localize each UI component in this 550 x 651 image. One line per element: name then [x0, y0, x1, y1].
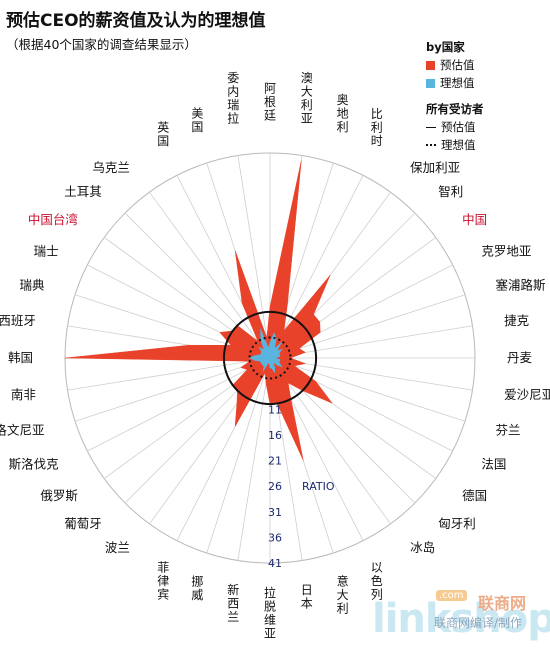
country-label: 奥地利 — [337, 93, 349, 134]
country-label: 冰岛 — [410, 540, 435, 555]
country-label: 土耳其 — [64, 184, 102, 199]
country-label: 丹麦 — [507, 350, 533, 365]
country-label: 斯洛文尼亚 — [0, 423, 45, 438]
watermark: linkshop .com 联商网 联商网编译/制作 — [372, 590, 550, 646]
country-label: 瑞士 — [34, 243, 59, 258]
spoke-line — [237, 155, 271, 359]
country-label: 克罗地亚 — [481, 243, 531, 258]
legend-ideal-swatch — [426, 78, 435, 88]
legend-all-ideal-label: 理想值 — [441, 138, 476, 152]
country-label: 保加利亚 — [410, 160, 460, 175]
country-label: 挪威 — [191, 575, 203, 603]
legend-solid-line-icon — [426, 126, 436, 128]
axis-tick-label: 31 — [268, 506, 282, 519]
country-label: 西班牙 — [0, 313, 36, 328]
legend-ideal-label: 理想值 — [440, 76, 475, 90]
country-label: 菲律宾 — [157, 560, 169, 601]
country-label: 南非 — [11, 387, 36, 402]
spoke-line — [269, 357, 391, 525]
legend-estimated: 预估值 — [426, 56, 484, 74]
all-ideal-ring — [248, 336, 292, 380]
spoke-line — [269, 357, 466, 422]
country-label: 智利 — [438, 184, 463, 199]
country-label: 英国 — [157, 121, 169, 149]
country-label: 乌克兰 — [92, 160, 130, 175]
legend-by-country-heading: by国家 — [426, 40, 465, 54]
watermark-brand-cn: 联商网 — [478, 594, 527, 613]
legend-dotted-line-icon — [426, 144, 436, 146]
country-label: 日本 — [301, 583, 313, 611]
chart-title: 预估CEO的薪资值及认为的理想值 — [6, 11, 266, 31]
axis-tick-label: 26 — [268, 480, 282, 493]
legend-estimated-label: 预估值 — [440, 58, 475, 72]
spoke-line — [269, 175, 364, 359]
country-label: 委内瑞拉 — [227, 71, 239, 126]
country-label: 塞浦路斯 — [496, 277, 546, 292]
country-label: 葡萄牙 — [64, 516, 102, 531]
country-label: 比利时 — [371, 107, 383, 148]
series-ideal — [248, 328, 284, 374]
axis-tick-label: 11 — [268, 403, 282, 416]
spoke-line — [87, 357, 271, 452]
country-label: 斯洛伐克 — [9, 457, 59, 472]
series-estimated — [64, 160, 333, 461]
watermark-brand: linkshop — [372, 596, 550, 642]
spoke-line — [206, 357, 271, 554]
country-label: 俄罗斯 — [40, 488, 78, 503]
country-label: 阿根廷 — [264, 82, 276, 123]
axis-tick-label: 21 — [268, 455, 282, 468]
spoke-line — [237, 357, 271, 561]
legend-all-estimated-label: 预估值 — [441, 120, 476, 134]
legend-all-estimated: 预估值 — [426, 118, 484, 136]
spoke-line — [269, 294, 466, 359]
legend-estimated-swatch — [426, 60, 435, 70]
legend-all-ideal: 理想值 — [426, 136, 484, 154]
axis-unit-label: RATIO — [302, 480, 335, 493]
country-label: 爱沙尼亚 — [504, 387, 550, 402]
country-label: 德国 — [462, 488, 487, 503]
country-label: 瑞典 — [19, 277, 44, 292]
country-label: 澳大利亚 — [301, 71, 313, 126]
country-label: 中国 — [462, 212, 487, 227]
spoke-line — [67, 357, 271, 391]
watermark-caption: 联商网编译/制作 — [434, 616, 523, 630]
country-label: 韩国 — [8, 350, 33, 365]
axis-tick-label: 41 — [268, 557, 282, 570]
country-label: 新西兰 — [227, 582, 239, 624]
legend: by国家 预估值 理想值 所有受访者 预估值 理想值 — [426, 38, 484, 154]
spoke-line — [74, 357, 271, 422]
spoke-line — [149, 191, 271, 359]
country-label: 意大利 — [337, 574, 349, 616]
axis-tick-label: 16 — [268, 429, 282, 442]
country-label: 匈牙利 — [438, 516, 476, 531]
country-label: 法国 — [481, 457, 506, 472]
all-estimated-ring — [222, 310, 318, 406]
country-label: 捷克 — [504, 313, 529, 328]
country-label: 波兰 — [105, 540, 130, 555]
country-label: 拉脱维亚 — [264, 585, 276, 641]
chart-subtitle: （根据40个国家的调查结果显示） — [6, 37, 197, 52]
country-label: 美国 — [191, 107, 203, 135]
country-label: 芬兰 — [496, 423, 521, 438]
country-label: 中国台湾 — [28, 212, 78, 227]
legend-all-respondents-heading: 所有受访者 — [426, 102, 484, 116]
axis-tick-label: 36 — [268, 531, 282, 544]
legend-ideal: 理想值 — [426, 74, 484, 92]
country-label: 以色列 — [371, 560, 383, 601]
watermark-domain: .com — [436, 590, 467, 601]
